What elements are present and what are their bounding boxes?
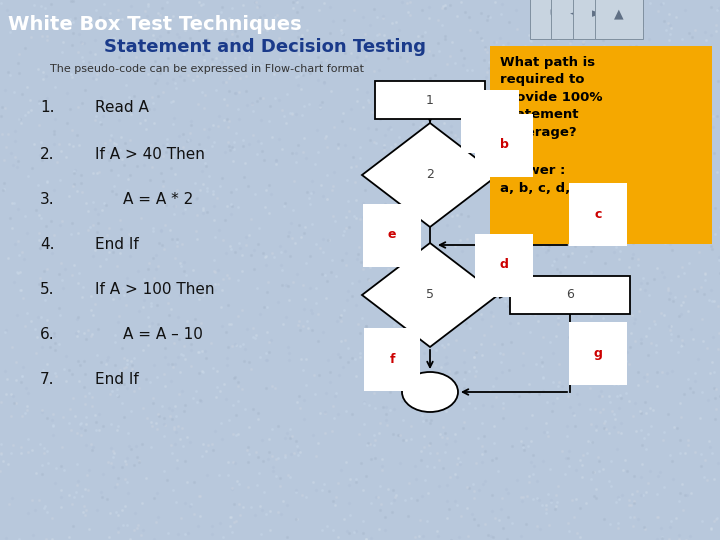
Text: 6: 6 (566, 288, 574, 301)
Ellipse shape (402, 372, 458, 412)
Text: 4.: 4. (40, 237, 55, 252)
FancyBboxPatch shape (510, 156, 630, 194)
Text: If A > 40 Then: If A > 40 Then (95, 147, 205, 162)
Text: 2: 2 (426, 168, 434, 181)
Text: End If: End If (95, 237, 139, 252)
Text: Answer :
a, b, c, d, g: Answer : a, b, c, d, g (500, 164, 585, 195)
Text: ◄: ◄ (570, 7, 580, 20)
Polygon shape (362, 243, 498, 347)
Text: 7.: 7. (40, 372, 55, 387)
Text: 1.: 1. (40, 100, 55, 115)
Text: 5: 5 (426, 288, 434, 301)
Text: ►: ► (592, 7, 602, 20)
Text: f: f (390, 353, 395, 366)
Text: 2.: 2. (40, 147, 55, 162)
Text: 6.: 6. (40, 327, 55, 342)
Text: 3.: 3. (40, 192, 55, 207)
Text: 1: 1 (426, 93, 434, 106)
Text: The pseudo-code can be expressed in Flow-chart format: The pseudo-code can be expressed in Flow… (50, 64, 364, 74)
Text: c: c (594, 208, 602, 221)
Text: d: d (500, 259, 508, 272)
Text: Statement and Decision Testing: Statement and Decision Testing (104, 38, 426, 56)
FancyBboxPatch shape (375, 81, 485, 119)
Text: 3: 3 (566, 168, 574, 181)
Polygon shape (362, 123, 498, 227)
FancyBboxPatch shape (510, 276, 630, 314)
FancyBboxPatch shape (490, 46, 712, 244)
Text: Read A: Read A (95, 100, 149, 115)
Text: A = A * 2: A = A * 2 (123, 192, 193, 207)
Text: e: e (388, 228, 396, 241)
Text: What path is
required to
provide 100%
Statement
coverage?: What path is required to provide 100% St… (500, 56, 603, 139)
Text: g: g (593, 347, 603, 360)
Text: If A > 100 Then: If A > 100 Then (95, 282, 215, 297)
Text: White Box Test Techniques: White Box Test Techniques (8, 15, 302, 34)
Text: ▲: ▲ (614, 7, 624, 20)
Text: b: b (500, 138, 508, 152)
Text: ∪: ∪ (549, 7, 557, 20)
Text: 5.: 5. (40, 282, 55, 297)
Text: A = A – 10: A = A – 10 (123, 327, 203, 342)
Text: End If: End If (95, 372, 139, 387)
Text: a: a (486, 114, 494, 127)
